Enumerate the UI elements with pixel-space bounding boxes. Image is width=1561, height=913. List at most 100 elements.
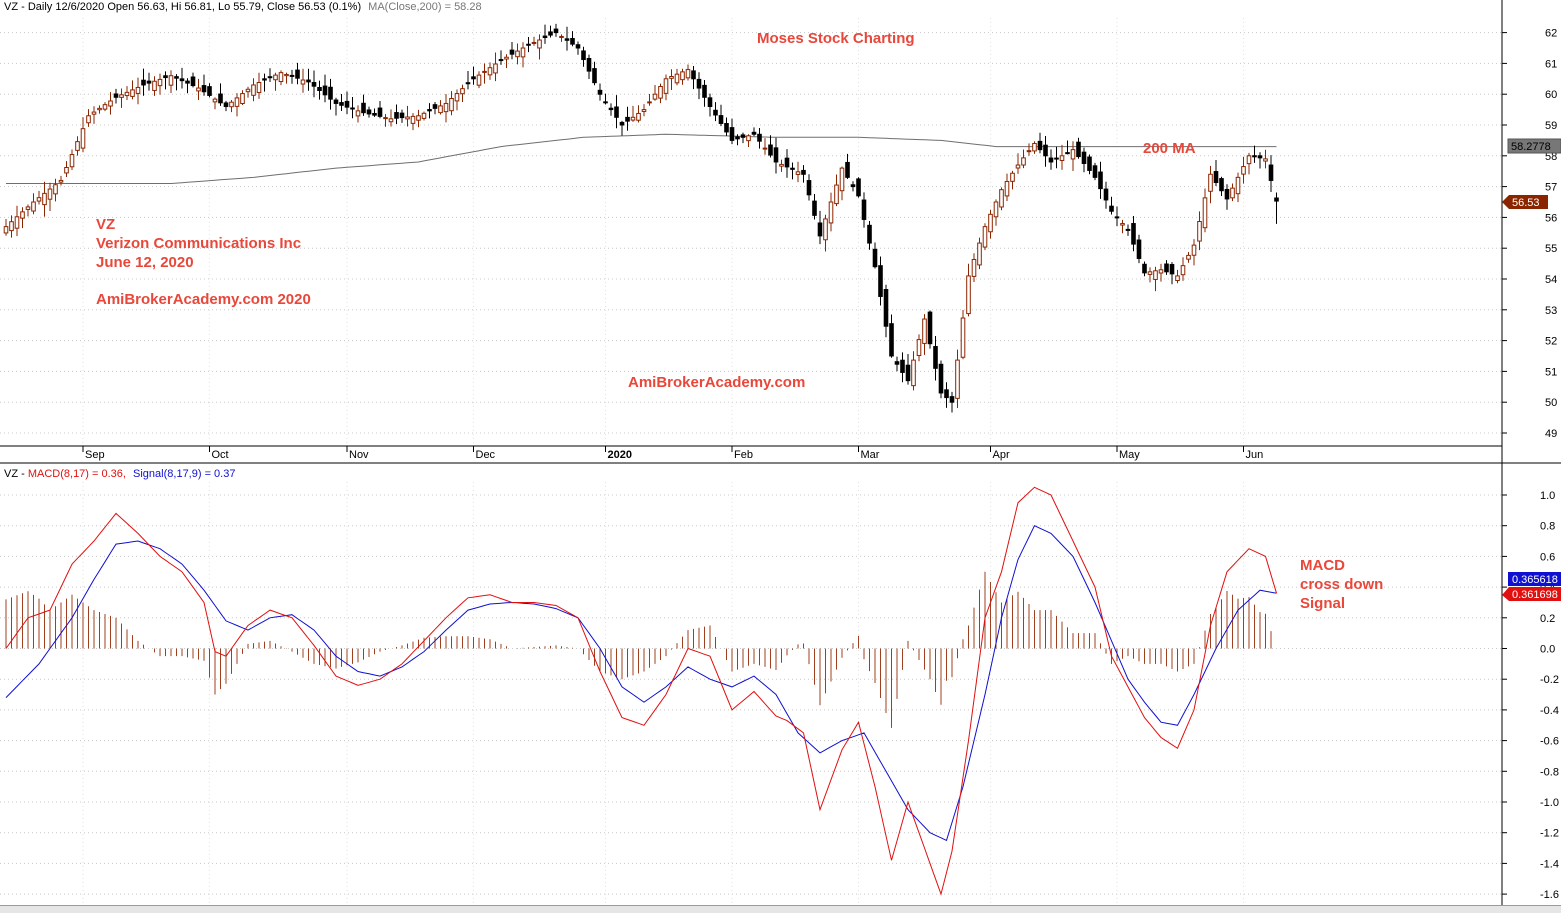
candle-body [993, 201, 999, 218]
candle-body [1070, 149, 1076, 160]
macd-ytick-label: -0.2 [1540, 674, 1559, 686]
candle-body [119, 94, 124, 98]
candle-body [966, 275, 971, 315]
candle-body [20, 211, 25, 219]
price-ytick-label: 50 [1545, 397, 1557, 409]
candle-body [102, 104, 108, 110]
sheet-tab-bar[interactable] [0, 905, 1561, 913]
candle-body [1246, 155, 1252, 165]
candle-body [1021, 157, 1026, 166]
candle-body [69, 154, 75, 168]
x-tick-label: Mar [861, 449, 880, 461]
price-ytick-label: 54 [1545, 274, 1557, 286]
close-value-tag: 56.53 [1502, 195, 1548, 209]
chart-title: Moses Stock Charting [757, 30, 915, 47]
candle-body [581, 50, 586, 61]
macd-ytick-label: -1.6 [1540, 889, 1559, 901]
candle-body [795, 171, 801, 175]
candle-body [1054, 157, 1059, 160]
macd-note-line2: cross down [1300, 576, 1383, 593]
macd-ytick-label: 0.2 [1540, 613, 1555, 625]
grid-layer [0, 18, 1502, 905]
candle-body [597, 89, 603, 95]
price-ytick-label: 51 [1545, 366, 1557, 378]
candle-body [1015, 164, 1021, 169]
candle-body [1235, 176, 1241, 195]
x-tick-label: May [1119, 449, 1140, 461]
candle-body [1274, 197, 1279, 202]
candle-body [141, 79, 146, 86]
macd-value-tag: 0.361698 [1502, 587, 1561, 601]
candle-body [1186, 254, 1191, 260]
candle-body [922, 318, 927, 344]
macd-header: VZ - MACD(8,17) = 0.36, Signal(8,17,9) =… [4, 468, 235, 480]
candle-body [669, 75, 674, 79]
ma-value-tag: 58.2778 [1507, 138, 1561, 154]
candle-body [674, 73, 680, 84]
macd-ytick-label: 0.0 [1540, 644, 1555, 656]
candle-body [207, 86, 212, 96]
candle-body [1114, 216, 1120, 219]
macd-note-line3: Signal [1300, 595, 1345, 612]
candle-body [80, 128, 86, 149]
candle-body [592, 68, 597, 84]
price-ytick-label: 61 [1545, 58, 1557, 70]
candle-body [1263, 158, 1268, 162]
candle-body [971, 258, 977, 277]
candle-body [784, 157, 790, 168]
candle-body [108, 100, 113, 107]
candle-body [383, 117, 388, 120]
macd-ytick-label: -1.0 [1540, 797, 1559, 809]
x-tick-label: Dec [476, 449, 496, 461]
candle-body [982, 226, 988, 248]
candle-body [9, 221, 14, 232]
candle-body [564, 38, 570, 41]
candle-body [86, 115, 91, 124]
candle-body [64, 167, 69, 174]
candle-body [691, 70, 696, 80]
candle-body [1202, 197, 1208, 229]
candle-body [1257, 155, 1263, 159]
x-tick-label: Oct [212, 449, 229, 461]
candle-body [839, 167, 845, 192]
candle-body [680, 71, 685, 81]
x-tick-label: Sep [85, 449, 105, 461]
candle-body [1087, 156, 1092, 171]
candle-body [619, 121, 625, 126]
candle-body [234, 97, 240, 107]
candle-body [883, 289, 889, 327]
candle-body [630, 116, 636, 121]
candle-body [845, 161, 850, 178]
candle-body [751, 131, 757, 135]
candle-body [405, 116, 410, 120]
candle-body [1037, 140, 1043, 151]
candle-body [762, 147, 768, 150]
ma-label: 200 MA [1143, 140, 1196, 157]
price-ytick-label: 56 [1545, 212, 1557, 224]
candle-body [454, 93, 460, 102]
candle-body [1230, 187, 1235, 199]
candle-body [47, 188, 53, 200]
candle-body [575, 44, 581, 49]
candle-body [482, 70, 487, 73]
candle-body [834, 184, 839, 205]
candle-body [416, 115, 421, 121]
candle-body [1158, 269, 1164, 274]
site-label-left: AmiBrokerAcademy.com 2020 [96, 291, 311, 308]
candle-body [372, 112, 377, 116]
candle-body [614, 106, 619, 118]
candle-body [1153, 270, 1158, 280]
date-label: June 12, 2020 [96, 254, 194, 271]
candle-body [812, 200, 817, 216]
candle-body [999, 189, 1004, 208]
candle-body [262, 78, 267, 81]
candle-body [449, 98, 454, 112]
candle-body [130, 89, 135, 97]
candle-body [707, 97, 713, 108]
ma-layer [6, 133, 1277, 184]
candle-body [410, 115, 416, 124]
ma200-line [6, 133, 1277, 184]
candle-body [916, 339, 922, 357]
candle-body [438, 105, 443, 114]
